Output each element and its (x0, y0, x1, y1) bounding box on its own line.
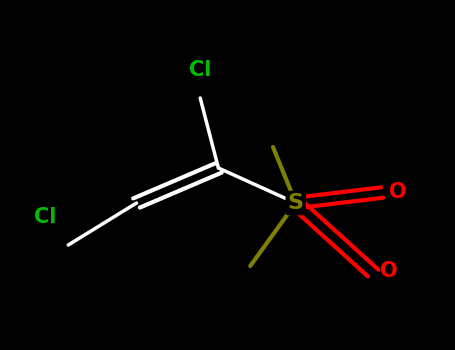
Text: Cl: Cl (34, 207, 57, 227)
Text: O: O (389, 182, 407, 203)
Text: O: O (380, 261, 398, 281)
Text: S: S (288, 193, 304, 213)
Text: Cl: Cl (189, 60, 212, 80)
